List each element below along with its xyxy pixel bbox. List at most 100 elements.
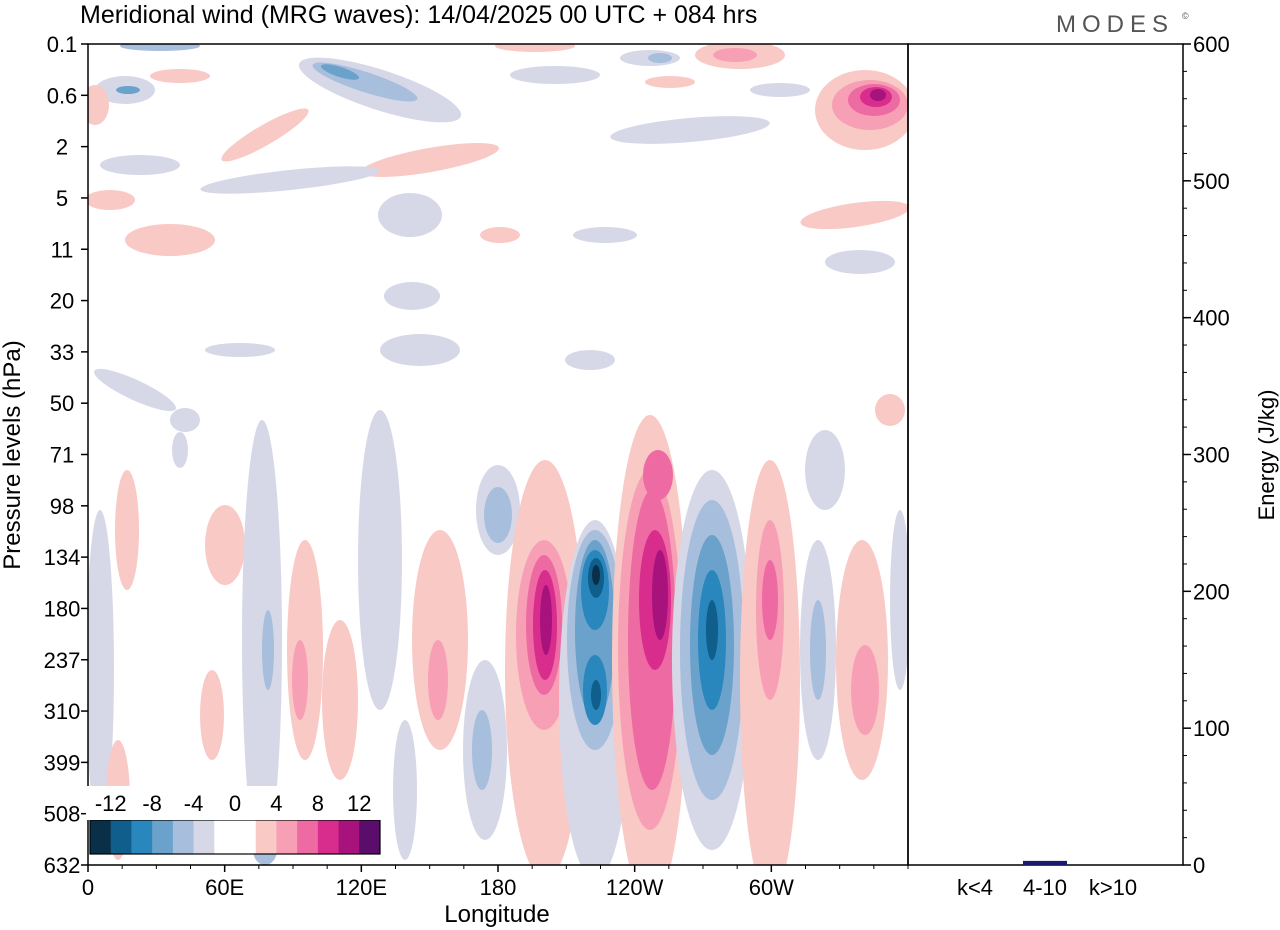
colorbar-swatch	[152, 820, 174, 854]
x-tick-label: 180	[480, 875, 517, 900]
energy-tick-label: 100	[1193, 716, 1230, 741]
contour-patch	[242, 420, 282, 860]
contour-patch	[115, 470, 139, 590]
contour-patch	[510, 66, 600, 84]
wavenumber-label: k<4	[957, 875, 993, 900]
contour-patch	[750, 83, 810, 97]
contour-patch	[645, 76, 695, 88]
colorbar-swatch	[317, 820, 340, 854]
chart-title: Meridional wind (MRG waves): 14/04/2025 …	[80, 1, 757, 29]
contour-patch	[88, 85, 109, 125]
contour-patch	[322, 620, 358, 780]
contour-patch	[361, 143, 499, 177]
energy-tick-label: 500	[1193, 169, 1230, 194]
y-axis-energy: 0 100 200 300 400 500 600	[1183, 32, 1230, 878]
contour-patch	[713, 48, 757, 62]
contour-patch	[125, 224, 215, 256]
contour-patch	[592, 565, 600, 585]
contour-patch	[292, 640, 308, 720]
x-axis-wavenumber: k<4 4-10 k>10	[957, 875, 1137, 900]
contour-patch	[652, 550, 668, 640]
contour-patch	[200, 670, 224, 760]
contour-patch	[870, 89, 886, 101]
contour-patch	[120, 44, 200, 51]
colorbar-swatch	[90, 820, 112, 854]
contour-patch	[378, 193, 442, 237]
contour-patch	[480, 227, 520, 243]
colorbar-label: -4	[184, 791, 204, 816]
contour-patch	[88, 510, 114, 830]
y-tick-label: 0.1	[47, 32, 78, 57]
contour-patch	[221, 108, 309, 162]
energy-bar	[1023, 860, 1067, 865]
colorbar-label: -12	[95, 791, 127, 816]
contour-patch	[93, 368, 177, 412]
contour-patch	[384, 282, 440, 310]
brand-mark: ©	[1182, 11, 1189, 21]
wavenumber-label: 4-10	[1023, 875, 1067, 900]
y-tick-label: 0.6	[47, 83, 78, 108]
contour-patch	[706, 600, 718, 660]
y-tick-label: 5	[56, 186, 68, 211]
contour-patch	[170, 408, 200, 432]
colorbar-swatch	[297, 820, 319, 854]
contour-blobs	[88, 44, 908, 865]
colorbar-swatch	[359, 820, 381, 854]
contour-patch	[88, 190, 135, 210]
contour-patch	[205, 343, 275, 357]
energy-tick-label: 0	[1193, 853, 1205, 878]
contour-patch	[484, 487, 512, 543]
contour-patch	[591, 680, 601, 710]
energy-frame	[907, 43, 1184, 866]
y-tick-label: 632	[44, 853, 81, 878]
contour-patch	[573, 227, 637, 243]
colorbar-label-bg	[86, 786, 384, 820]
contour-patch	[150, 69, 210, 83]
contour-patch	[358, 410, 402, 710]
y-tick-label: 20	[50, 289, 74, 314]
contour-patch	[100, 155, 180, 175]
contour-patch	[875, 394, 905, 426]
colorbar: -12 -8 -4 0 4 8 12	[86, 786, 384, 855]
y-tick-label: 33	[50, 340, 74, 365]
energy-tick-label: 600	[1193, 32, 1230, 57]
colorbar-swatch	[214, 820, 236, 854]
colorbar-swatch	[172, 820, 195, 854]
contour-patch	[810, 600, 826, 700]
energy-axis-title: Energy (J/kg)	[1254, 390, 1279, 521]
contour-patch	[762, 560, 778, 640]
contour-patch	[200, 166, 380, 194]
contour-patch	[262, 610, 274, 690]
contour-patch	[412, 530, 468, 750]
y-tick-label: 399	[44, 750, 81, 775]
colorbar-swatch	[338, 820, 360, 854]
y-tick-label: 71	[50, 443, 74, 468]
contour-patch	[805, 430, 845, 510]
energy-tick-label: 200	[1193, 579, 1230, 604]
colorbar-label: 4	[270, 791, 282, 816]
x-tick-label: 120E	[336, 875, 387, 900]
colorbar-swatch	[131, 820, 153, 854]
contour-patch	[380, 334, 460, 366]
colorbar-swatch	[110, 820, 132, 854]
x-tick-label: 60W	[749, 875, 794, 900]
contour-patch	[472, 710, 492, 790]
colorbar-swatch	[193, 820, 215, 854]
wavenumber-label: k>10	[1089, 875, 1137, 900]
y-tick-label: 2	[56, 135, 68, 160]
colorbar-label: 8	[312, 791, 324, 816]
x-tick-label: 120W	[606, 875, 664, 900]
y-tick-label: 508	[44, 802, 81, 827]
y-axis-pressure: 0.1 0.6 2 5 11 20 33 50 71 98 134 180 237 310 399 508 63…	[44, 32, 88, 878]
contour-patch	[648, 53, 672, 63]
colorbar-swatch	[255, 820, 277, 854]
energy-bars	[1023, 860, 1067, 865]
y-tick-label: 50	[50, 391, 74, 416]
contour-patch	[565, 350, 615, 370]
x-tick-label: 0	[82, 875, 94, 900]
contour-patch	[116, 86, 140, 94]
contour-patch	[495, 44, 575, 52]
x-axis-title: Longitude	[444, 901, 549, 928]
contour-patch	[800, 200, 908, 230]
